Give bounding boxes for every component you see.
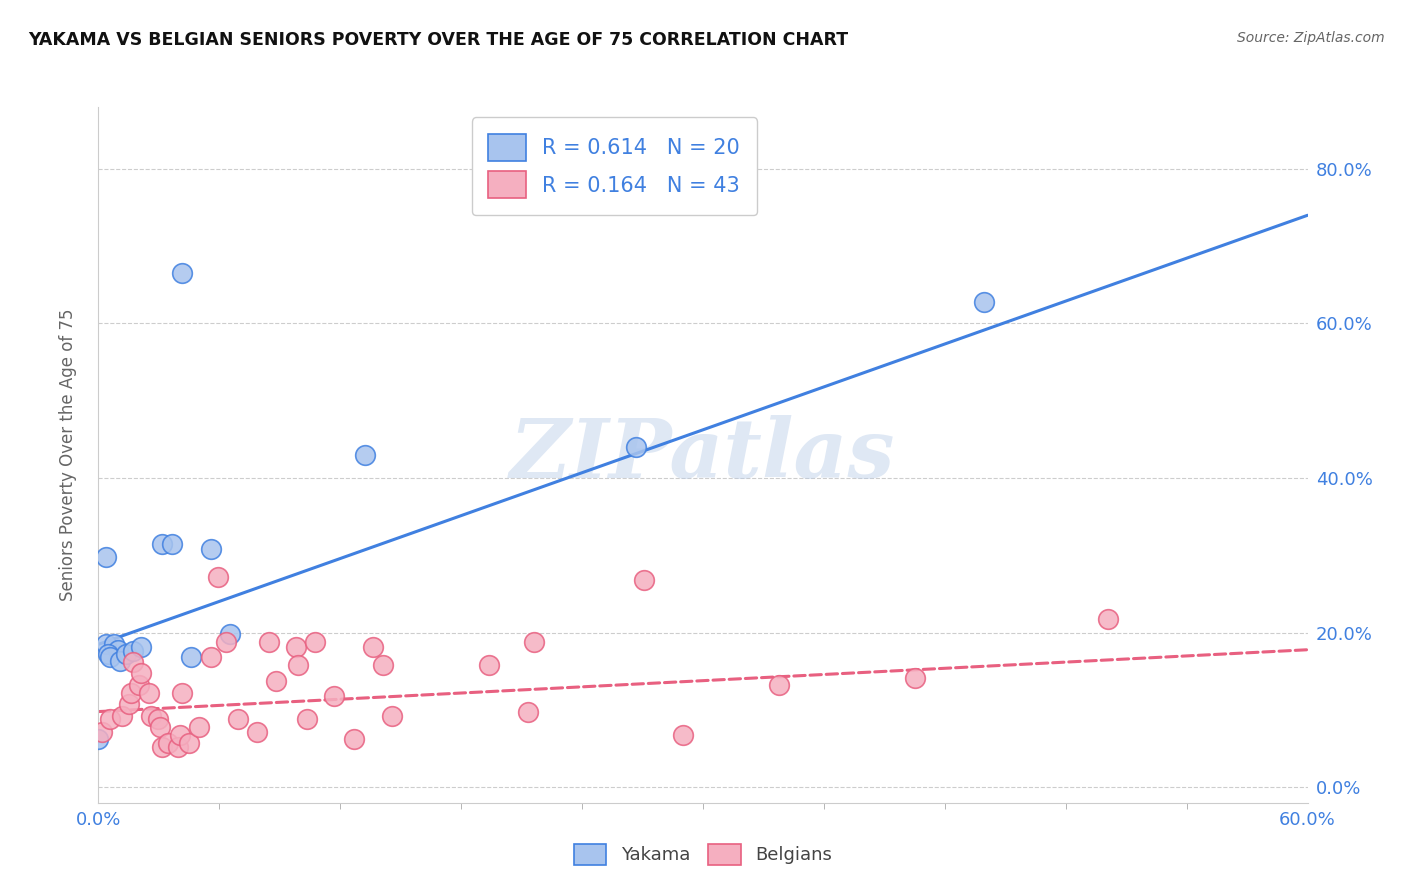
Point [257,635,280,649]
Point [128,678,150,692]
Point [111,709,134,723]
Point [516,705,538,719]
Point [200,650,222,665]
Text: ZIPatlas: ZIPatlas [510,415,896,495]
Point [157,736,180,750]
Point [973,294,995,309]
Point [107,642,129,657]
Point [118,697,141,711]
Point [150,740,173,755]
Point [87,732,110,747]
Point [148,712,170,726]
Point [904,671,927,685]
Point [139,709,162,723]
Point [343,732,366,747]
Point [98,650,121,665]
Point [287,658,309,673]
Point [523,635,546,649]
Point [179,736,201,750]
Point [108,654,131,668]
Point [150,537,173,551]
Point [672,728,695,742]
Point [381,709,404,723]
Point [323,689,346,703]
Point [478,658,501,673]
Point [297,712,319,726]
Point [188,720,211,734]
Point [226,712,249,726]
Point [97,647,120,661]
Text: Source: ZipAtlas.com: Source: ZipAtlas.com [1237,31,1385,45]
Point [166,740,188,755]
Point [98,712,121,726]
Point [219,627,242,641]
Text: YAKAMA VS BELGIAN SENIORS POVERTY OVER THE AGE OF 75 CORRELATION CHART: YAKAMA VS BELGIAN SENIORS POVERTY OVER T… [28,31,848,49]
Y-axis label: Seniors Poverty Over the Age of 75: Seniors Poverty Over the Age of 75 [59,309,77,601]
Point [1097,612,1119,626]
Point [114,648,136,662]
Point [361,640,384,654]
Point [122,655,145,669]
Point [129,665,152,680]
Point [633,573,655,587]
Point [103,637,125,651]
Point [768,678,790,692]
Point [215,635,238,649]
Point [122,643,145,657]
Point [96,637,118,651]
Point [207,570,229,584]
Legend: Yakama, Belgians: Yakama, Belgians [565,835,841,874]
Point [626,440,648,454]
Point [180,650,202,665]
Point [129,640,152,654]
Point [96,549,118,564]
Point [266,673,288,688]
Point [354,448,377,462]
Point [149,720,172,734]
Point [246,724,269,739]
Point [169,728,191,742]
Point [170,686,193,700]
Point [284,640,307,654]
Point [170,266,193,280]
Point [371,658,394,673]
Point [200,542,222,557]
Point [91,724,114,739]
Point [138,686,160,700]
Point [120,686,142,700]
Point [304,635,326,649]
Point [160,537,183,551]
